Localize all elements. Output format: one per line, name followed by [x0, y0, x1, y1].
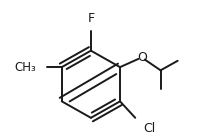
- Text: Cl: Cl: [143, 122, 155, 135]
- Text: O: O: [137, 51, 147, 64]
- Text: CH₃: CH₃: [14, 61, 36, 74]
- Text: F: F: [87, 12, 94, 25]
